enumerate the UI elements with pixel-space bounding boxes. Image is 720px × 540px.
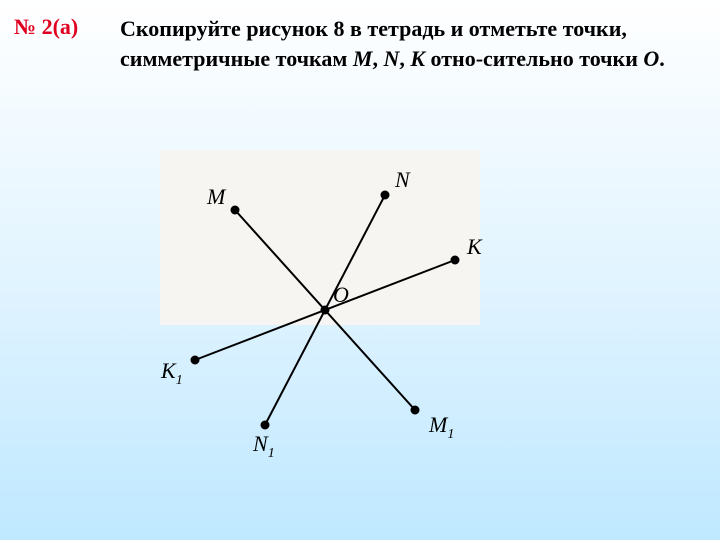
label-K: K	[466, 234, 483, 259]
label-N1: N1	[252, 431, 275, 461]
sep1: ,	[372, 46, 383, 71]
italic-M: M	[353, 46, 373, 71]
italic-N: N	[383, 46, 399, 71]
problem-text: Скопируйте рисунок 8 в тетрадь и отметьт…	[120, 14, 690, 73]
label-M1: M1	[428, 412, 454, 442]
text-end: .	[659, 46, 665, 71]
text-mid: отно-сительно точки	[425, 46, 643, 71]
point-M	[231, 206, 240, 215]
diagram-svg: M N K M1 N1 K1 O	[130, 140, 550, 500]
diagram-container: M N K M1 N1 K1 O	[130, 140, 550, 500]
scan-background	[160, 150, 480, 325]
problem-number: № 2(а)	[14, 14, 78, 40]
point-K	[451, 256, 460, 265]
point-N	[381, 191, 390, 200]
sep2: ,	[399, 46, 410, 71]
label-O: O	[333, 282, 349, 307]
point-K1	[191, 356, 200, 365]
italic-O: O	[643, 46, 659, 71]
point-O	[321, 306, 330, 315]
label-K1: K1	[160, 358, 183, 388]
label-M: M	[206, 184, 227, 209]
italic-K: K	[410, 46, 425, 71]
point-M1	[411, 406, 420, 415]
label-N: N	[394, 167, 411, 192]
point-N1	[261, 421, 270, 430]
